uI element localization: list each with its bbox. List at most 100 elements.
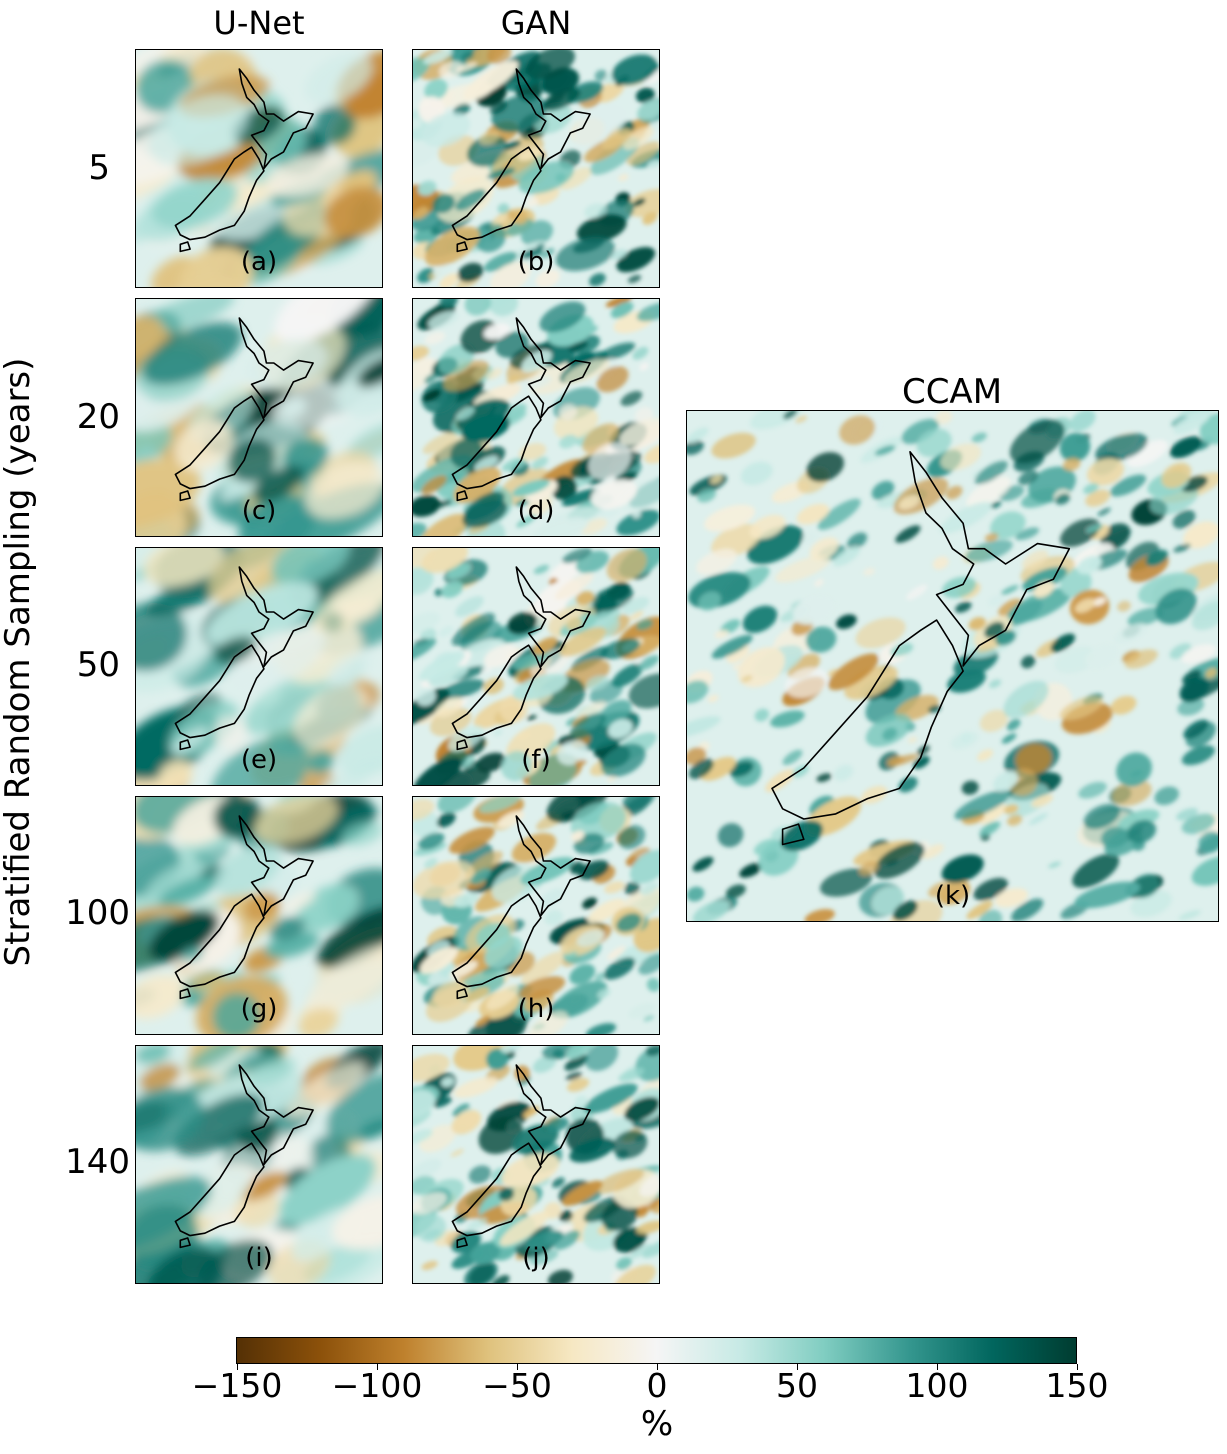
anomaly-blob — [562, 1180, 603, 1206]
anomaly-blob — [1199, 413, 1218, 445]
anomaly-blob — [413, 206, 429, 220]
anomaly-blob — [422, 432, 457, 454]
map-panel-i: (i) — [135, 1045, 383, 1284]
anomaly-blob — [432, 263, 452, 279]
anomaly-blob — [281, 891, 316, 913]
anomaly-blob — [754, 708, 770, 722]
anomaly-blob — [437, 797, 477, 814]
colorbar-tick-mark — [1076, 1364, 1078, 1370]
column-title-unet: U-Net — [213, 4, 305, 42]
anomaly-blob — [584, 1046, 619, 1072]
anomaly-blob — [485, 1048, 509, 1070]
colorbar-tick-mark — [656, 1364, 658, 1370]
south-island-outline — [451, 1142, 542, 1237]
anomaly-blob — [711, 432, 756, 459]
anomaly-field — [413, 50, 659, 287]
anomaly-blob — [501, 1153, 560, 1189]
anomaly-blob — [550, 475, 577, 500]
anomaly-blob — [136, 974, 186, 1019]
anomaly-blob — [636, 99, 659, 121]
anomaly-field — [687, 411, 1218, 921]
anomaly-blob — [136, 602, 188, 671]
anomaly-blob — [525, 50, 576, 80]
colorbar-tick-label: 50 — [776, 1366, 818, 1405]
anomaly-blob — [607, 946, 626, 960]
anomaly-blob — [647, 159, 659, 168]
anomaly-blob — [415, 1214, 447, 1243]
colorbar-tick-mark — [936, 1364, 938, 1370]
anomaly-blob — [732, 664, 741, 670]
anomaly-blob — [456, 406, 475, 421]
anomaly-blob — [413, 548, 435, 568]
anomaly-blob — [614, 1264, 657, 1283]
anomaly-blob — [602, 128, 632, 150]
anomaly-blob — [557, 740, 588, 766]
anomaly-blob — [865, 713, 912, 747]
south-island-outline — [174, 1142, 265, 1237]
anomaly-blob — [486, 50, 512, 65]
anomaly-blob — [319, 804, 378, 847]
anomaly-blob — [465, 987, 490, 1002]
anomaly-blob — [987, 595, 1005, 607]
anomaly-blob — [516, 731, 531, 741]
anomaly-blob — [725, 884, 746, 899]
anomaly-blob — [816, 773, 832, 782]
anomaly-blob — [274, 299, 379, 342]
anomaly-blob — [428, 665, 469, 687]
anomaly-blob — [1161, 462, 1192, 489]
anomaly-blob — [474, 455, 499, 472]
anomaly-blob — [624, 882, 640, 895]
anomaly-blob — [796, 503, 830, 525]
anomaly-blob — [307, 750, 334, 774]
anomaly-blob — [1127, 607, 1164, 627]
anomaly-blob — [628, 847, 651, 863]
map-field — [136, 50, 382, 287]
south-island-outline — [174, 644, 265, 739]
anomaly-blob — [569, 861, 585, 875]
anomaly-blob — [1155, 588, 1197, 625]
anomaly-blob — [446, 563, 471, 580]
anomaly-blob — [700, 756, 736, 781]
anomaly-blob — [424, 226, 480, 267]
anomaly-blob — [298, 1008, 338, 1034]
anomaly-blob — [571, 830, 585, 842]
anomaly-blob — [441, 1076, 455, 1088]
anomaly-blob — [413, 139, 440, 168]
anomaly-blob — [551, 1177, 565, 1188]
map-field — [413, 797, 659, 1034]
anomaly-blob — [452, 1103, 470, 1117]
stewart-island-outline — [456, 241, 468, 253]
anomaly-blob — [457, 262, 484, 283]
anomaly-blob — [213, 797, 262, 839]
anomaly-blob — [998, 598, 1022, 617]
anomaly-blob — [954, 789, 1012, 820]
anomaly-blob — [636, 619, 653, 631]
stewart-island-outline — [456, 739, 468, 751]
anomaly-blob — [616, 509, 659, 536]
anomaly-blob — [181, 947, 203, 962]
colorbar-tick-label: −100 — [331, 1366, 423, 1405]
anomaly-blob — [321, 770, 369, 785]
anomaly-blob — [484, 935, 523, 969]
anomaly-blob — [478, 1116, 523, 1154]
anomaly-blob — [450, 439, 484, 469]
anomaly-blob — [559, 434, 578, 449]
anomaly-blob — [626, 188, 659, 218]
anomaly-blob — [498, 1187, 515, 1202]
anomaly-blob — [423, 50, 454, 65]
anomaly-blob — [792, 595, 835, 625]
anomaly-blob — [413, 1129, 433, 1144]
anomaly-blob — [907, 736, 918, 744]
anomaly-blob — [413, 1053, 450, 1082]
stewart-island-outline — [179, 988, 191, 1000]
anomaly-blob — [629, 1243, 652, 1259]
anomaly-blob — [604, 881, 625, 894]
anomaly-blob — [994, 888, 1028, 908]
anomaly-blob — [147, 1247, 224, 1283]
anomaly-blob — [505, 218, 533, 236]
anomaly-blob — [521, 349, 552, 373]
map-field — [136, 299, 382, 536]
anomaly-blob — [563, 359, 610, 384]
anomaly-blob — [1003, 804, 1019, 814]
anomaly-blob — [1069, 411, 1096, 432]
